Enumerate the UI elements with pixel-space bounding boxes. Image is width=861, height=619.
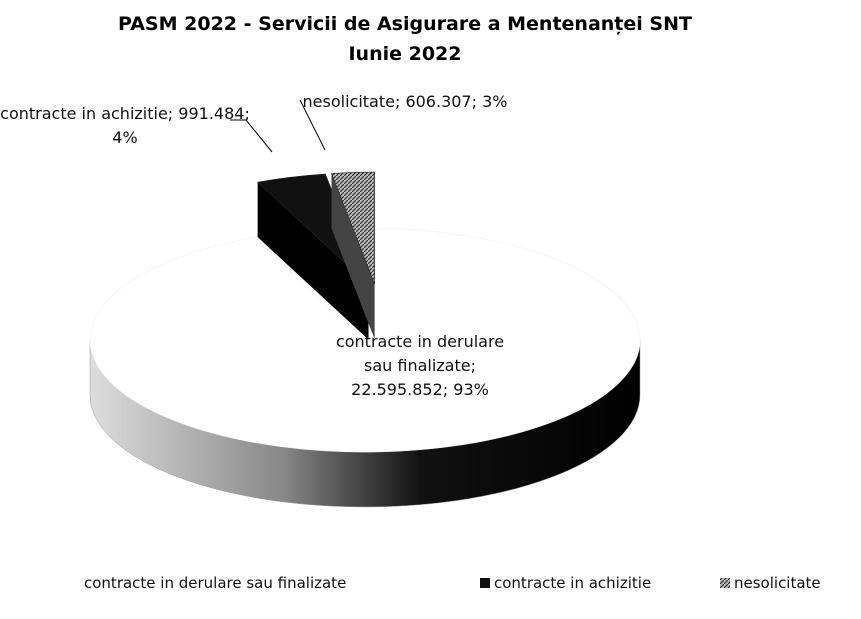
legend-marker [480, 578, 490, 588]
data-label: contracte in achizitie; 991.484; 4% [0, 102, 250, 150]
data-label-category: contracte in achizitie [0, 104, 168, 123]
data-label: contracte in derulare sau finalizate; 22… [320, 330, 520, 402]
pie-slice [257, 173, 369, 285]
legend-marker [720, 578, 730, 588]
data-label-separator: ; [244, 104, 250, 123]
data-label-separator: ; [470, 356, 476, 375]
pie-slice-side [331, 173, 375, 340]
data-label-category: contracte in derulare sau finalizate [335, 332, 505, 375]
data-label-value: 606.307 [405, 92, 472, 111]
data-label: nesolicitate; 606.307; 3% [270, 90, 540, 114]
legend-label: contracte in derulare sau finalizate [84, 574, 346, 592]
legend: contracte in derulare sau finalizate cont… [70, 574, 821, 592]
legend-label: contracte in achizitie [494, 574, 651, 592]
pie [89, 99, 641, 508]
data-label-separator: ; [394, 92, 406, 111]
data-label-separator: ; [471, 92, 483, 111]
data-label-separator: ; [167, 104, 179, 123]
chart-title: PASM 2022 - Servicii de Asigurare a Ment… [118, 13, 692, 35]
pie-slice [89, 227, 641, 453]
leader-line [230, 119, 273, 153]
data-label-percent: 93% [453, 380, 489, 399]
data-label-value: 991.484 [178, 104, 245, 123]
data-label-percent: 4% [112, 128, 138, 147]
data-label-separator: ; [442, 380, 454, 399]
legend-marker [70, 578, 80, 588]
pie-slice-side [257, 182, 369, 340]
data-label-value: 22.595.852 [351, 380, 443, 399]
data-label-percent: 3% [482, 92, 508, 111]
data-label-category: nesolicitate [302, 92, 395, 111]
leader-line [299, 99, 326, 151]
legend-label: nesolicitate [734, 574, 821, 592]
pie-slice [331, 171, 375, 285]
chart-subtitle: Iunie 2022 [348, 43, 461, 65]
